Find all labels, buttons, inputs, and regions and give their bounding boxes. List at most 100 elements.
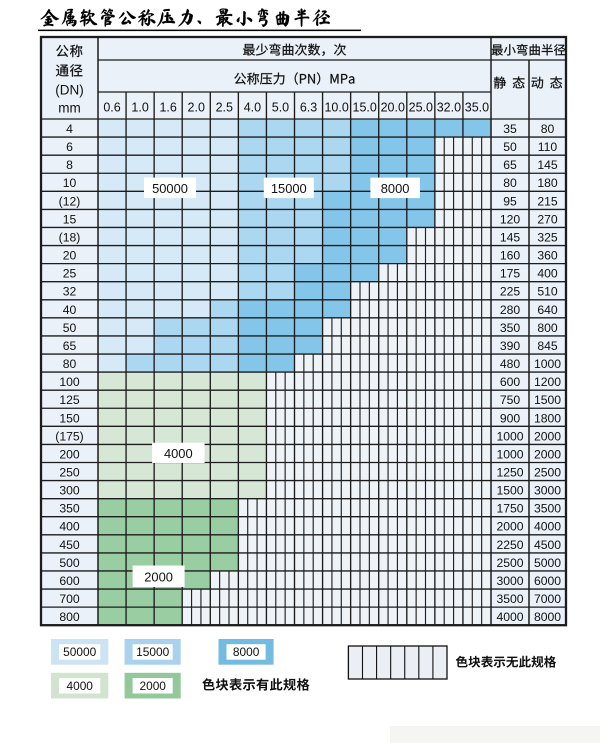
svg-text:120: 120	[500, 212, 521, 226]
svg-text:10: 10	[63, 176, 77, 190]
svg-text:50000: 50000	[152, 181, 188, 196]
svg-text:2000: 2000	[496, 520, 523, 534]
svg-text:80: 80	[63, 357, 77, 371]
svg-text:95: 95	[503, 194, 517, 208]
svg-text:800: 800	[537, 321, 558, 335]
svg-text:225: 225	[500, 285, 521, 299]
svg-text:2000: 2000	[534, 429, 561, 443]
svg-text:65: 65	[63, 339, 77, 353]
svg-text:8000: 8000	[534, 610, 561, 624]
svg-text:4.0: 4.0	[244, 101, 261, 115]
svg-text:(18): (18)	[59, 230, 81, 244]
svg-text:200: 200	[59, 447, 80, 461]
svg-text:510: 510	[537, 285, 558, 299]
svg-text:1000: 1000	[496, 447, 523, 461]
svg-text:5000: 5000	[534, 556, 561, 570]
svg-text:35: 35	[503, 122, 517, 136]
svg-text:640: 640	[537, 303, 558, 317]
svg-text:4000: 4000	[164, 446, 193, 461]
svg-text:1000: 1000	[496, 429, 523, 443]
svg-text:360: 360	[537, 249, 558, 263]
svg-text:2500: 2500	[496, 556, 523, 570]
svg-text:20: 20	[63, 249, 77, 263]
svg-text:1250: 1250	[496, 465, 523, 479]
svg-text:15000: 15000	[271, 181, 307, 196]
svg-text:6: 6	[66, 140, 73, 154]
svg-text:8: 8	[66, 158, 73, 172]
svg-text:65: 65	[503, 158, 517, 172]
svg-text:1800: 1800	[534, 411, 561, 425]
svg-text:125: 125	[59, 393, 80, 407]
svg-text:5.0: 5.0	[272, 101, 289, 115]
svg-text:80: 80	[541, 122, 555, 136]
svg-text:4: 4	[66, 122, 73, 136]
svg-text:1750: 1750	[496, 502, 523, 516]
svg-text:250: 250	[59, 465, 80, 479]
svg-text:4500: 4500	[534, 538, 561, 552]
svg-text:1000: 1000	[534, 357, 561, 371]
svg-text:2.5: 2.5	[216, 101, 233, 115]
svg-text:600: 600	[500, 375, 521, 389]
svg-text:25.0: 25.0	[409, 101, 433, 115]
svg-text:750: 750	[500, 393, 521, 407]
svg-text:180: 180	[537, 176, 558, 190]
svg-text:50000: 50000	[63, 645, 96, 659]
svg-text:(DN): (DN)	[55, 83, 84, 98]
svg-text:2000: 2000	[534, 447, 561, 461]
svg-text:110: 110	[538, 140, 558, 154]
svg-text:400: 400	[537, 267, 558, 281]
svg-text:175: 175	[500, 267, 521, 281]
svg-text:700: 700	[59, 592, 80, 606]
svg-text:400: 400	[59, 520, 80, 534]
svg-text:450: 450	[59, 538, 80, 552]
svg-text:(12): (12)	[59, 194, 81, 208]
svg-text:1500: 1500	[534, 393, 561, 407]
svg-text:1500: 1500	[496, 484, 523, 498]
svg-text:3000: 3000	[496, 574, 523, 588]
svg-text:145: 145	[500, 230, 521, 244]
svg-text:2.0: 2.0	[188, 101, 205, 115]
svg-text:500: 500	[59, 556, 80, 570]
svg-text:1.6: 1.6	[159, 101, 176, 115]
svg-text:480: 480	[500, 357, 521, 371]
svg-text:390: 390	[500, 339, 521, 353]
svg-text:15: 15	[63, 212, 77, 226]
svg-text:325: 325	[537, 230, 558, 244]
svg-text:2250: 2250	[496, 538, 523, 552]
svg-text:900: 900	[500, 411, 521, 425]
svg-text:270: 270	[537, 212, 558, 226]
svg-text:600: 600	[59, 574, 80, 588]
svg-text:15.0: 15.0	[353, 101, 377, 115]
svg-text:1.0: 1.0	[131, 101, 148, 115]
svg-text:280: 280	[500, 303, 521, 317]
svg-text:50: 50	[503, 140, 517, 154]
svg-text:2500: 2500	[534, 465, 561, 479]
svg-text:1200: 1200	[534, 375, 561, 389]
svg-text:350: 350	[500, 321, 521, 335]
svg-text:300: 300	[59, 484, 80, 498]
svg-text:20.0: 20.0	[381, 101, 405, 115]
svg-text:3000: 3000	[534, 484, 561, 498]
svg-text:25: 25	[63, 267, 77, 281]
svg-text:800: 800	[59, 610, 80, 624]
svg-text:4000: 4000	[496, 610, 523, 624]
svg-text:40: 40	[63, 303, 77, 317]
svg-text:8000: 8000	[381, 181, 410, 196]
svg-text:32: 32	[63, 285, 77, 299]
svg-text:(175): (175)	[55, 429, 83, 443]
svg-text:160: 160	[500, 249, 521, 263]
svg-text:6000: 6000	[534, 574, 561, 588]
svg-text:mm: mm	[58, 101, 81, 116]
svg-text:350: 350	[59, 502, 80, 516]
svg-text:0.6: 0.6	[103, 101, 120, 115]
svg-text:10.0: 10.0	[324, 101, 348, 115]
svg-text:50: 50	[63, 321, 77, 335]
svg-text:4000: 4000	[66, 679, 93, 693]
svg-text:7000: 7000	[534, 592, 561, 606]
svg-text:150: 150	[59, 411, 80, 425]
svg-text:4000: 4000	[534, 520, 561, 534]
svg-text:2000: 2000	[144, 570, 173, 585]
svg-text:215: 215	[537, 194, 558, 208]
svg-text:35.0: 35.0	[465, 101, 489, 115]
svg-text:15000: 15000	[136, 645, 169, 659]
